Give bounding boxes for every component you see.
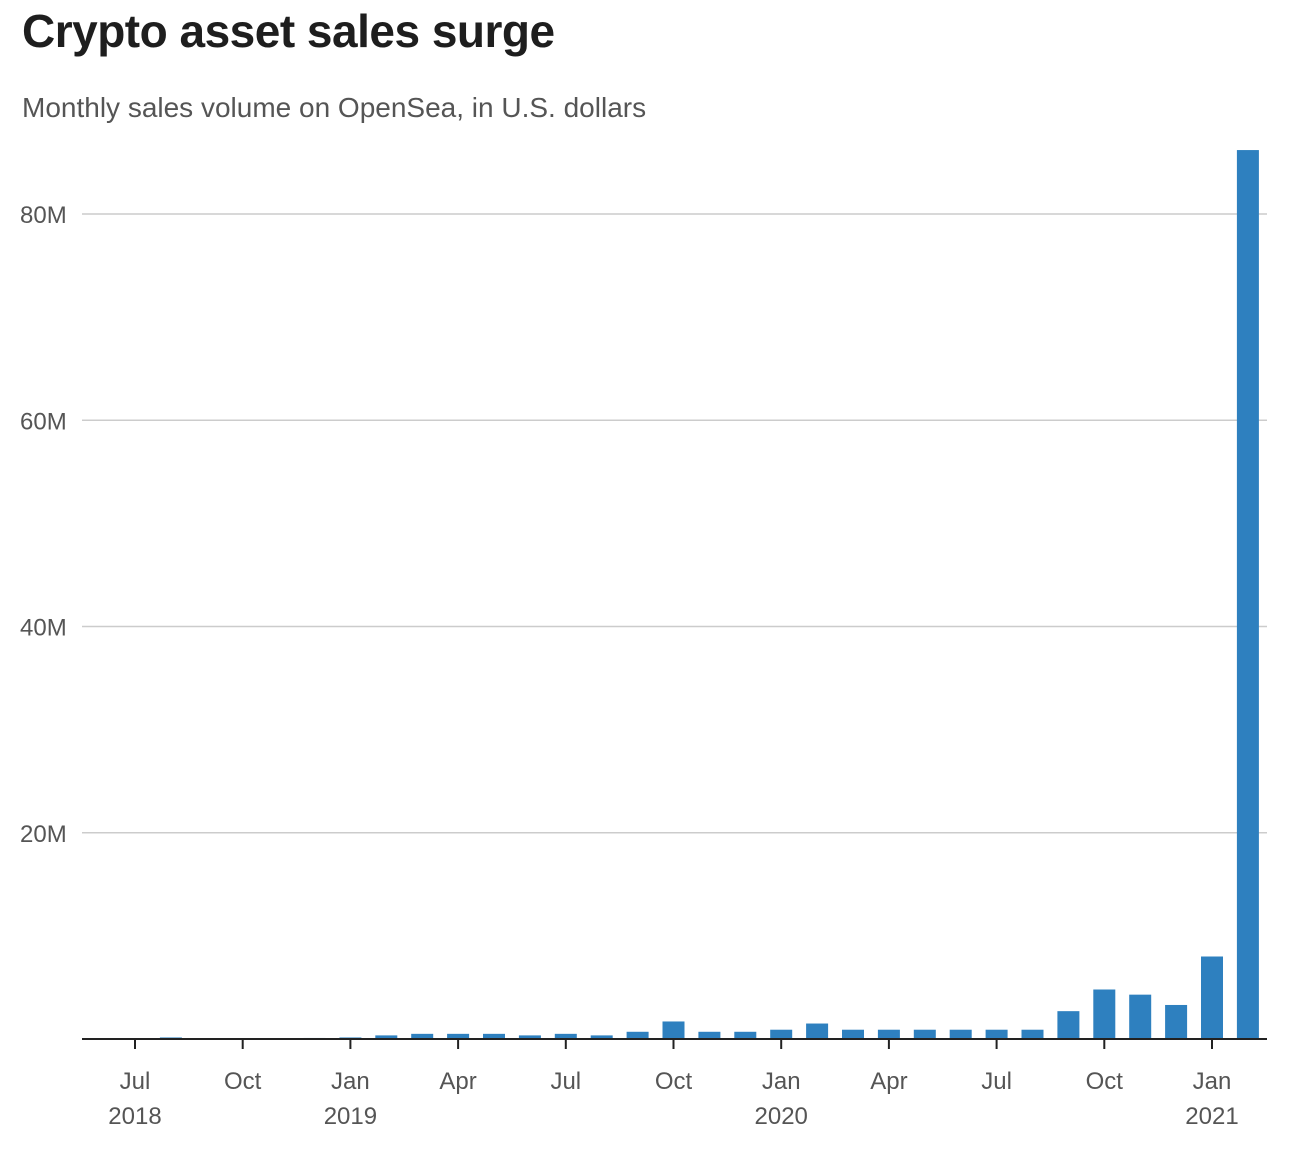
bar-2019-11 <box>698 1031 721 1039</box>
x-year-label: 2020 <box>755 1103 808 1130</box>
x-axis <box>82 1038 1267 1049</box>
bar-2020-11 <box>1129 994 1152 1039</box>
x-tick-label: Apr <box>439 1068 476 1095</box>
bar-2019-07 <box>554 1033 577 1039</box>
chart-title: Crypto asset sales surge <box>22 5 555 57</box>
y-tick-label: 40M <box>20 615 67 642</box>
bars <box>159 150 1259 1039</box>
bar-2020-05 <box>913 1029 936 1039</box>
x-year-label: 2018 <box>108 1103 161 1130</box>
bar-2021-01 <box>1201 956 1223 1039</box>
bar-2020-02 <box>806 1023 829 1039</box>
x-tick-label: Oct <box>224 1068 262 1095</box>
x-year-label: 2019 <box>324 1103 377 1130</box>
gridlines <box>82 213 1267 834</box>
bar-2020-01 <box>770 1029 793 1039</box>
y-tick-label: 80M <box>20 202 67 229</box>
bar-2020-08 <box>1021 1029 1044 1039</box>
x-tick-label: Oct <box>655 1068 693 1095</box>
y-tick-label: 60M <box>20 408 67 435</box>
y-axis-labels: 20M 40M 60M 80M <box>20 202 67 848</box>
bar-2020-09 <box>1057 1011 1080 1039</box>
bar-2019-12 <box>734 1031 757 1039</box>
bar-2020-06 <box>949 1029 972 1039</box>
bar-2020-10 <box>1093 989 1116 1039</box>
bar-2019-05 <box>483 1033 505 1039</box>
x-tick-label: Apr <box>870 1068 907 1095</box>
bar-2021-02 <box>1236 150 1259 1039</box>
x-axis-labels: Jul 2018 Oct Jan 2019 Apr Jul Oct Jan 2020 Apr Jul O… <box>108 1068 1238 1130</box>
x-tick-label: Jul <box>120 1068 151 1095</box>
x-tick-label: Jan <box>1193 1068 1232 1095</box>
bar-2019-03 <box>411 1033 434 1039</box>
bar-2019-10 <box>662 1021 685 1039</box>
bar-2019-06 <box>518 1035 541 1039</box>
bar-2020-12 <box>1165 1004 1188 1039</box>
bar-2019-08 <box>590 1035 613 1039</box>
bar-2020-04 <box>877 1029 900 1039</box>
bar-2019-04 <box>447 1033 470 1039</box>
x-tick-label: Jul <box>981 1068 1012 1095</box>
bar-2020-03 <box>842 1029 864 1039</box>
x-year-label: 2021 <box>1185 1103 1238 1130</box>
x-tick-label: Jan <box>762 1068 801 1095</box>
y-tick-label: 20M <box>20 821 67 848</box>
chart-subtitle: Monthly sales volume on OpenSea, in U.S.… <box>22 92 647 123</box>
bar-2020-07 <box>985 1029 1008 1039</box>
bar-2019-02 <box>375 1035 398 1039</box>
bar-2019-09 <box>626 1031 649 1039</box>
x-tick-label: Jul <box>550 1068 581 1095</box>
x-tick-label: Oct <box>1086 1068 1124 1095</box>
x-tick-label: Jan <box>331 1068 370 1095</box>
